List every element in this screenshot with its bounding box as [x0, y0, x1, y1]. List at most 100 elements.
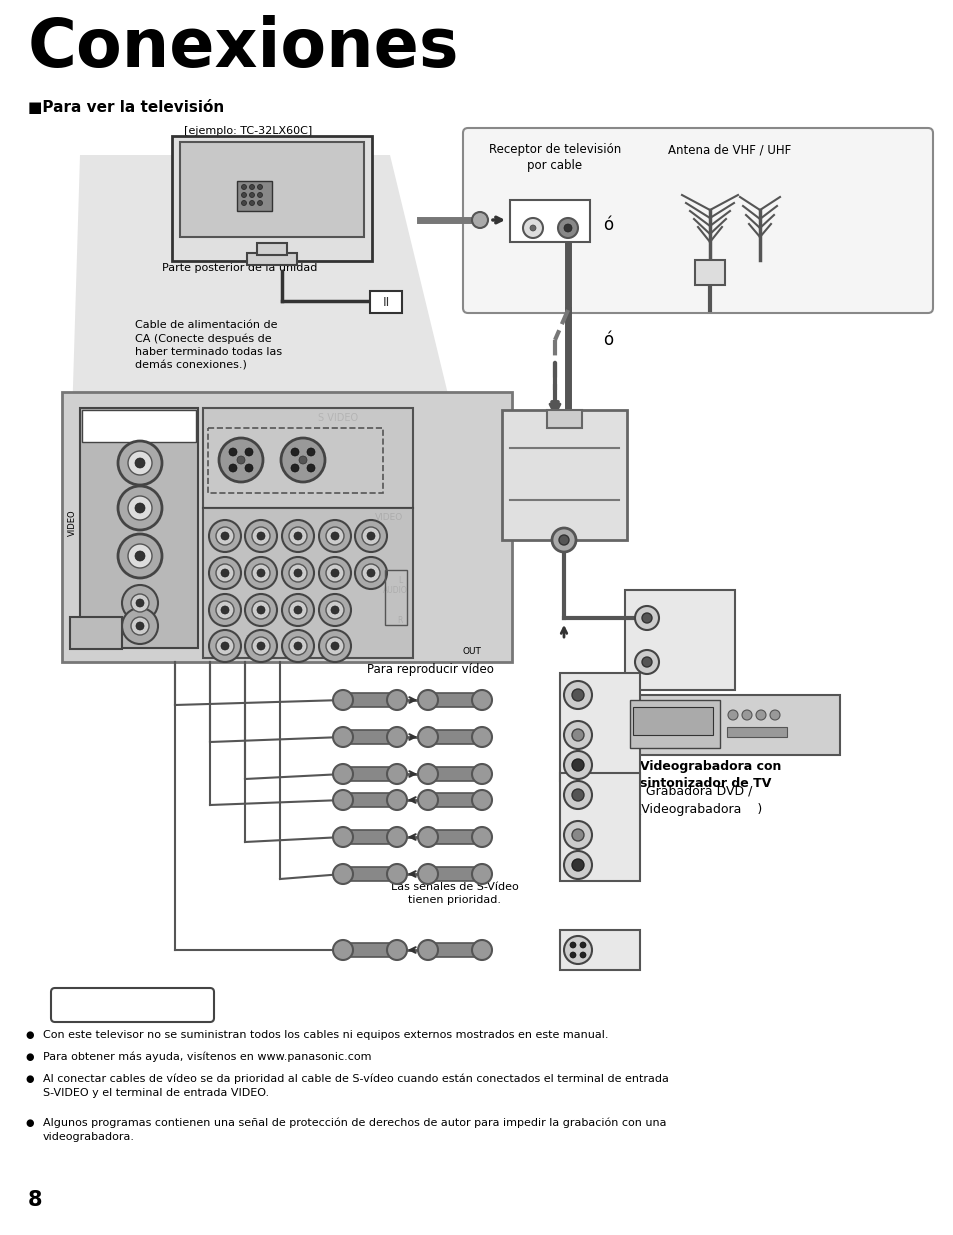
Circle shape: [472, 764, 492, 784]
Circle shape: [579, 952, 585, 958]
Circle shape: [530, 225, 536, 231]
Circle shape: [298, 456, 307, 464]
Circle shape: [282, 594, 314, 626]
Circle shape: [282, 557, 314, 589]
Circle shape: [563, 751, 592, 779]
Circle shape: [472, 790, 492, 810]
Circle shape: [635, 650, 659, 674]
Bar: [559, 930, 639, 969]
Circle shape: [572, 789, 583, 802]
Circle shape: [289, 637, 307, 655]
Bar: [501, 410, 626, 540]
Bar: [695, 261, 724, 285]
Circle shape: [563, 781, 592, 809]
Bar: [624, 590, 734, 690]
Text: VIDEO: VIDEO: [68, 510, 77, 536]
Circle shape: [241, 184, 246, 189]
Circle shape: [236, 456, 245, 464]
Text: [ejemplo: TC-32LX60C]: [ejemplo: TC-32LX60C]: [184, 126, 312, 136]
Circle shape: [135, 551, 145, 561]
Circle shape: [252, 601, 270, 619]
Circle shape: [135, 503, 145, 513]
Circle shape: [367, 532, 375, 540]
Circle shape: [241, 200, 246, 205]
Circle shape: [387, 940, 407, 960]
Circle shape: [472, 827, 492, 847]
Circle shape: [472, 727, 492, 747]
Circle shape: [333, 790, 353, 810]
Circle shape: [131, 594, 149, 613]
Bar: [203, 508, 413, 658]
Circle shape: [333, 940, 353, 960]
Text: OUT: OUT: [556, 207, 579, 217]
Circle shape: [128, 496, 152, 520]
Text: ó: ó: [602, 216, 613, 233]
Circle shape: [209, 630, 241, 662]
Bar: [82, 410, 195, 442]
Circle shape: [326, 601, 344, 619]
Circle shape: [289, 527, 307, 545]
Circle shape: [118, 534, 162, 578]
Bar: [559, 773, 639, 881]
Circle shape: [281, 438, 325, 482]
Circle shape: [209, 520, 241, 552]
Polygon shape: [65, 156, 510, 650]
Circle shape: [136, 599, 144, 606]
Bar: [343, 693, 397, 706]
Circle shape: [331, 532, 338, 540]
Circle shape: [367, 569, 375, 577]
Text: Algunos programas contienen una señal de protección de derechos de autor para im: Algunos programas contienen una señal de…: [43, 1118, 666, 1141]
Text: ■Para ver la televisión: ■Para ver la televisión: [28, 100, 224, 115]
Circle shape: [252, 637, 270, 655]
Bar: [385, 571, 407, 625]
Circle shape: [572, 860, 583, 871]
Circle shape: [331, 569, 338, 577]
Circle shape: [569, 942, 576, 948]
Circle shape: [294, 569, 302, 577]
Circle shape: [221, 642, 229, 650]
Bar: [62, 391, 512, 662]
Circle shape: [641, 657, 651, 667]
Circle shape: [291, 448, 298, 456]
Bar: [208, 429, 382, 493]
Text: Pb: Pb: [88, 493, 98, 501]
Bar: [172, 136, 372, 261]
Circle shape: [128, 451, 152, 475]
Text: ●: ●: [26, 1052, 34, 1062]
Circle shape: [318, 520, 351, 552]
Circle shape: [579, 942, 585, 948]
Circle shape: [256, 569, 265, 577]
Bar: [203, 408, 413, 508]
Text: II: II: [382, 295, 389, 309]
Circle shape: [387, 864, 407, 884]
Circle shape: [128, 543, 152, 568]
Circle shape: [387, 764, 407, 784]
Bar: [510, 200, 589, 242]
Circle shape: [361, 564, 379, 582]
Circle shape: [229, 448, 236, 456]
Circle shape: [245, 520, 276, 552]
Bar: [428, 730, 482, 743]
Text: Notas: Notas: [112, 999, 152, 1011]
Bar: [428, 830, 482, 844]
Text: ●: ●: [26, 1118, 34, 1128]
Circle shape: [472, 212, 488, 228]
Text: ANT IN: ANT IN: [662, 613, 698, 622]
Bar: [80, 408, 198, 648]
Circle shape: [326, 527, 344, 545]
Circle shape: [209, 594, 241, 626]
Circle shape: [250, 200, 254, 205]
Text: Receptor de televisión
por cable: Receptor de televisión por cable: [488, 143, 620, 172]
Text: OUT: OUT: [462, 647, 481, 657]
Circle shape: [333, 690, 353, 710]
Bar: [236, 182, 272, 211]
Circle shape: [118, 487, 162, 530]
Circle shape: [755, 710, 765, 720]
Circle shape: [635, 606, 659, 630]
Text: 8: 8: [28, 1191, 43, 1210]
Circle shape: [563, 224, 572, 232]
Circle shape: [558, 219, 578, 238]
Circle shape: [256, 642, 265, 650]
Circle shape: [131, 618, 149, 635]
Circle shape: [282, 630, 314, 662]
